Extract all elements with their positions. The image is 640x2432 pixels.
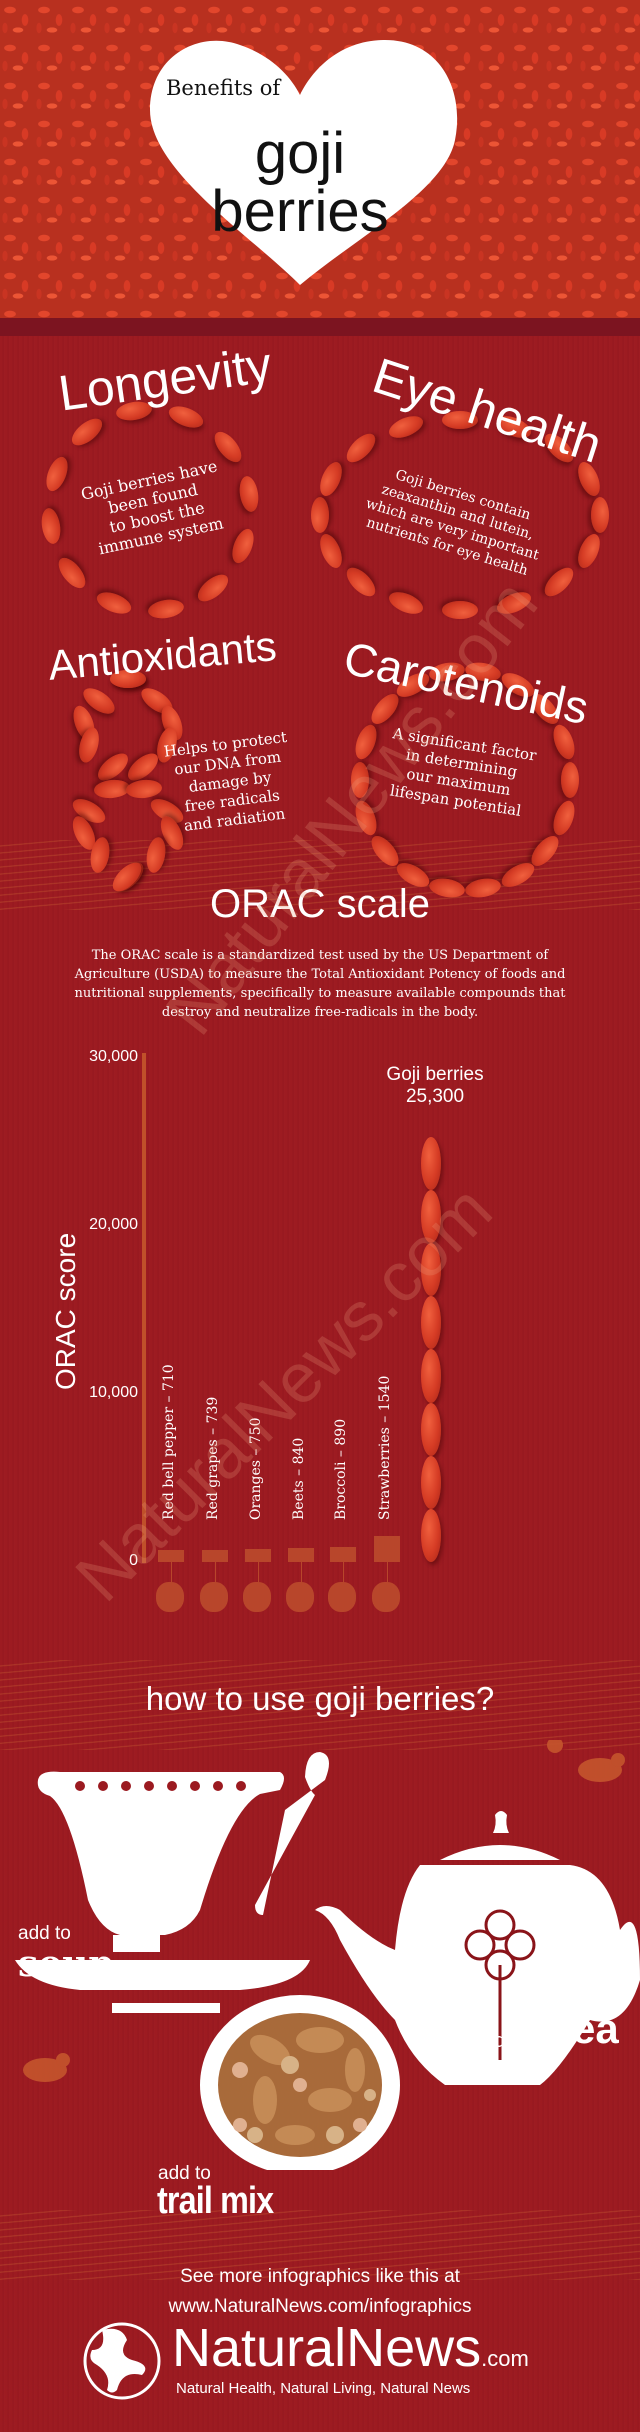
bar-broccoli bbox=[330, 1547, 356, 1562]
header-divider bbox=[0, 318, 640, 336]
soup-cup-icon bbox=[15, 1752, 329, 2013]
bar-label: Red bell pepper – 710 bbox=[161, 1364, 177, 1520]
goji-label: Goji berries 25,300 bbox=[380, 1064, 490, 1108]
bar-beets bbox=[288, 1547, 314, 1562]
food-icon bbox=[286, 1582, 314, 1612]
bar-label: Strawberries – 1540 bbox=[377, 1375, 393, 1520]
trail-label: trail mix bbox=[157, 2180, 274, 2222]
y-axis-label: ORAC score bbox=[50, 1232, 81, 1390]
decorative-wave bbox=[0, 2210, 640, 2280]
soup-pre: add to bbox=[18, 1923, 71, 1944]
flower-motif-icon bbox=[464, 1909, 536, 2060]
y-tick-label: 10,000 bbox=[89, 1384, 138, 1401]
goji-value: 25,300 bbox=[405, 1086, 465, 1107]
bar-oranges bbox=[245, 1549, 271, 1562]
goji-bar-berry bbox=[421, 1455, 441, 1509]
bar-label: Beets – 840 bbox=[291, 1437, 307, 1520]
orac-description: The ORAC scale is a standardized test us… bbox=[74, 948, 566, 1020]
bar-red-grapes bbox=[202, 1549, 228, 1562]
icon-string bbox=[343, 1562, 344, 1582]
soup-label: soup bbox=[18, 1943, 114, 1985]
goji-bar-berry bbox=[421, 1508, 441, 1562]
brand-suffix: .com bbox=[481, 2346, 529, 2371]
trail-mix-bowl-icon bbox=[200, 1995, 400, 2170]
goji-bar-berry bbox=[421, 1243, 441, 1297]
globe-logo-icon bbox=[83, 2322, 161, 2400]
teapot-icon bbox=[315, 1811, 640, 2085]
bar-strawberries bbox=[374, 1536, 400, 1562]
y-tick-label: 20,000 bbox=[89, 1216, 138, 1233]
header-pretitle: Benefits of bbox=[166, 76, 281, 100]
trail-pre: add to bbox=[158, 2163, 211, 2184]
goji-bar-berry bbox=[421, 1402, 441, 1456]
usage-title: how to use goji berries? bbox=[145, 1680, 495, 1717]
decorative-wave bbox=[0, 1660, 640, 1750]
y-axis-line bbox=[142, 1053, 146, 1563]
footer-line1: See more infographics like this at bbox=[180, 2266, 460, 2287]
goji-bar-berry bbox=[421, 1296, 441, 1350]
heart-shape bbox=[150, 40, 458, 285]
icon-string bbox=[301, 1562, 302, 1582]
goji-bar-berry bbox=[421, 1190, 441, 1244]
brand-name: NaturalNews bbox=[172, 2318, 482, 2378]
brand-logo-text: NaturalNews.com bbox=[172, 2318, 529, 2389]
bar-label: Red grapes – 739 bbox=[205, 1396, 221, 1520]
goji-bar-berry bbox=[421, 1136, 441, 1191]
icon-string bbox=[258, 1562, 259, 1582]
bar-label: Broccoli – 890 bbox=[333, 1418, 349, 1520]
y-tick-label: 0 bbox=[129, 1552, 138, 1569]
footer-promo: See more infographics like this at www.N… bbox=[0, 2262, 640, 2322]
food-icon bbox=[243, 1582, 271, 1612]
brand-tagline: Natural Health, Natural Living, Natural … bbox=[176, 2380, 471, 2397]
y-tick-label: 30,000 bbox=[89, 1048, 138, 1065]
goji-name: Goji berries bbox=[386, 1064, 484, 1085]
food-icon bbox=[372, 1582, 400, 1612]
usage-illustrations bbox=[15, 1740, 640, 2170]
goji-berry-icon bbox=[442, 411, 478, 429]
bar-red-bell-pepper bbox=[158, 1550, 184, 1562]
infographics-link[interactable]: www.NaturalNews.com/infographics bbox=[168, 2296, 472, 2317]
goji-berry-icon bbox=[110, 670, 146, 688]
icon-string bbox=[171, 1562, 172, 1582]
header-title-goji: goji bbox=[254, 121, 346, 186]
food-icon bbox=[328, 1582, 356, 1612]
goji-bar-berry bbox=[421, 1349, 441, 1403]
orac-title: ORAC scale bbox=[209, 882, 431, 926]
bar-label: Oranges – 750 bbox=[248, 1417, 264, 1520]
header-title-berries: berries bbox=[211, 179, 389, 244]
header-berries-background: Benefits of goji berries bbox=[0, 0, 640, 318]
orac-chart: ORAC score Goji berries 25,300 30,000 20,… bbox=[50, 1048, 490, 1612]
food-icon bbox=[200, 1582, 228, 1612]
tea-label: tea bbox=[558, 2005, 619, 2052]
food-icon bbox=[156, 1582, 184, 1612]
icon-string bbox=[215, 1562, 216, 1582]
tea-pre: add to bbox=[483, 2030, 539, 2052]
icon-string bbox=[387, 1562, 388, 1582]
bird-branch-icon bbox=[23, 1740, 625, 2082]
